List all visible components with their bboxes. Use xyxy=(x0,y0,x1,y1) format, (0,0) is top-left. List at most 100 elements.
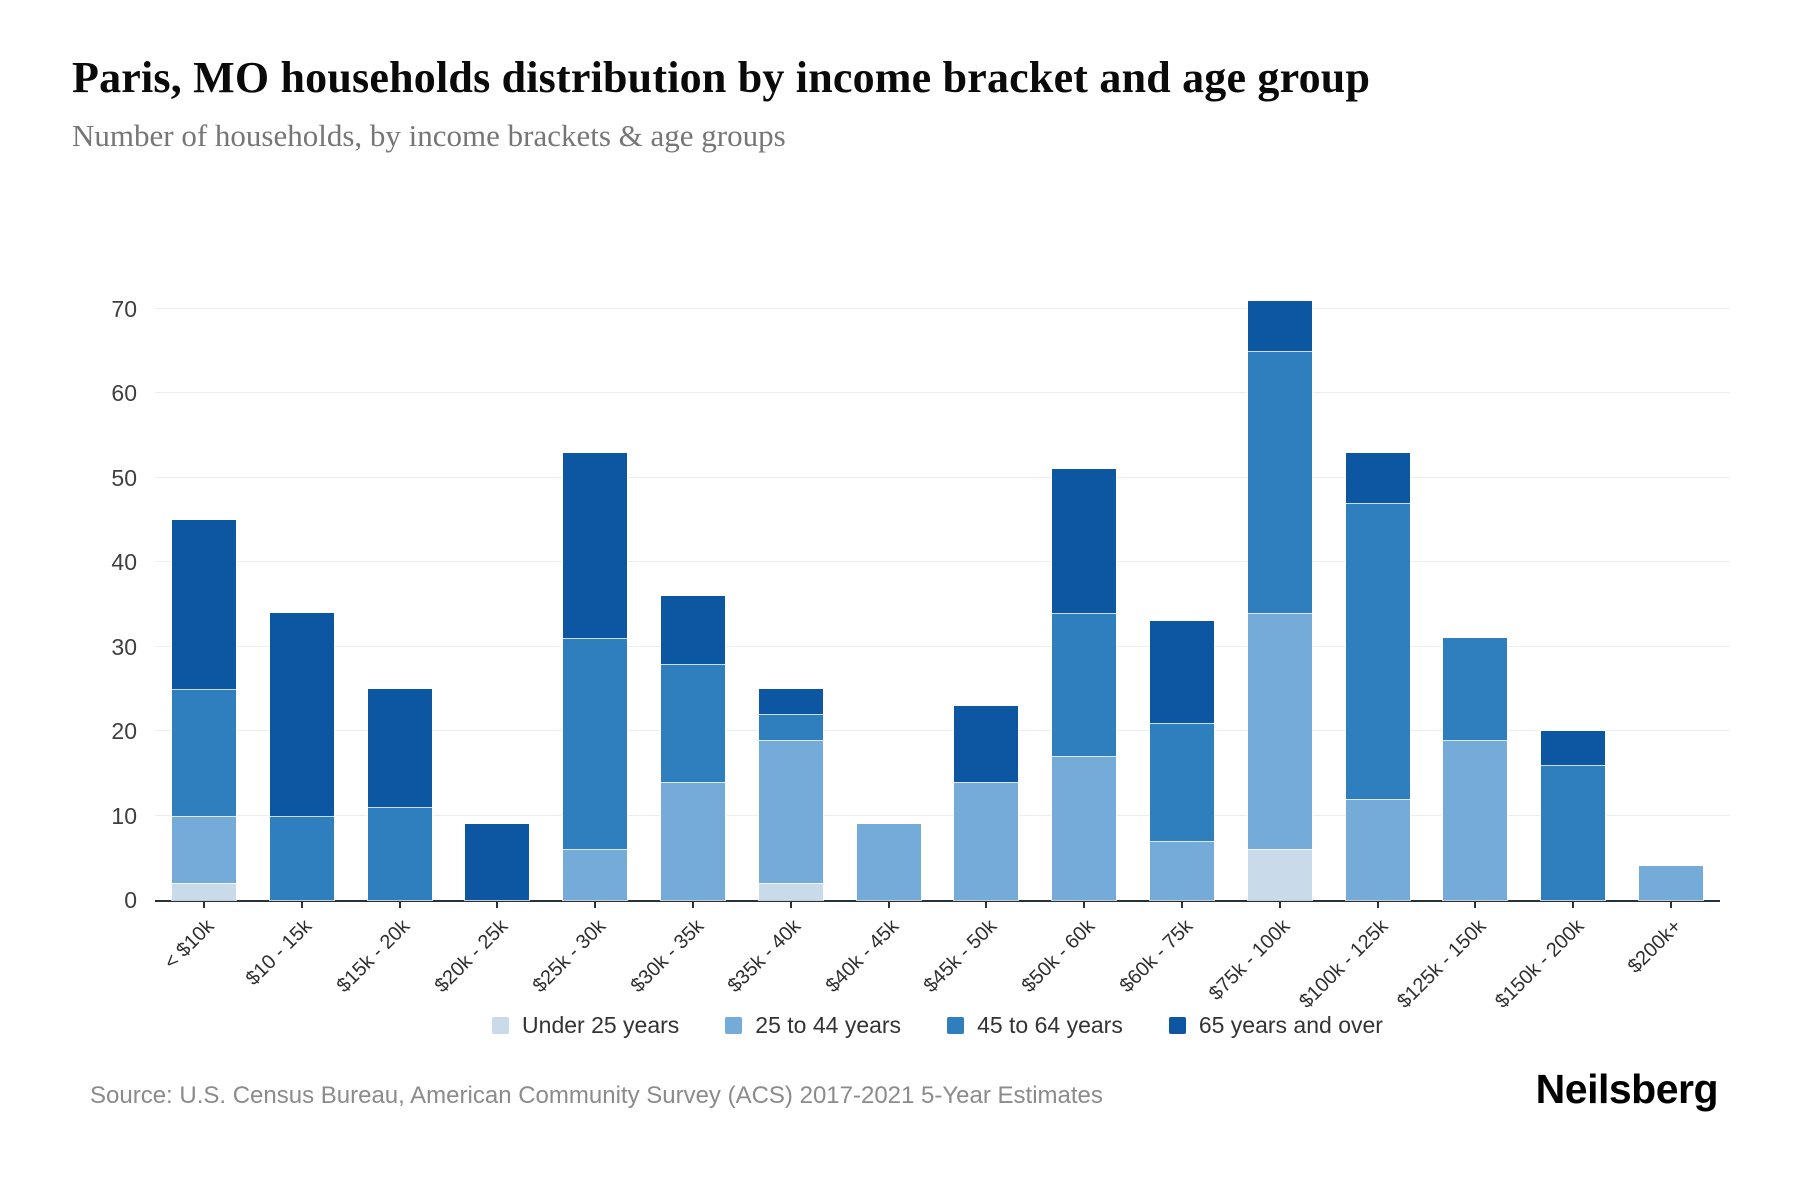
chart-title: Paris, MO households distribution by inc… xyxy=(72,53,1371,102)
bar-segment[interactable] xyxy=(366,687,433,809)
bar-segment[interactable] xyxy=(1540,730,1607,766)
bar-segment[interactable] xyxy=(170,814,237,885)
bar-segment[interactable] xyxy=(1051,468,1118,614)
legend-swatch-icon xyxy=(947,1017,965,1034)
gridline-y70 xyxy=(155,308,1730,309)
bar-segment[interactable] xyxy=(757,882,824,901)
y-axis-tick-label: 30 xyxy=(111,633,137,660)
legend-item[interactable]: 25 to 44 years xyxy=(725,1012,901,1039)
bar-segment[interactable] xyxy=(1051,611,1118,758)
neilsberg-logo: Neilsberg xyxy=(1535,1066,1719,1112)
bar-segment[interactable] xyxy=(1442,738,1509,902)
legend-item[interactable]: Under 25 years xyxy=(492,1012,679,1039)
x-axis-tick xyxy=(1278,900,1281,908)
x-axis-tick-label: $50k - 60k xyxy=(1017,915,1100,997)
gridline-y30 xyxy=(155,645,1730,647)
x-axis-tick-label: $35k - 40k xyxy=(724,915,806,997)
bar-segment[interactable] xyxy=(366,806,433,901)
x-axis-tick-label: $20k - 25k xyxy=(430,915,513,997)
legend-label: 65 years and over xyxy=(1198,1012,1383,1038)
y-axis-tick-label: 40 xyxy=(111,549,137,576)
legend-swatch-icon xyxy=(1168,1017,1186,1034)
x-axis-tick xyxy=(1376,900,1379,908)
x-axis-tick xyxy=(789,900,792,908)
legend-label: Under 25 years xyxy=(522,1012,680,1038)
x-axis-tick xyxy=(398,900,401,908)
bar-segment[interactable] xyxy=(757,713,824,741)
source-note: Source: U.S. Census Bureau, American Com… xyxy=(90,1082,1103,1109)
bar-segment[interactable] xyxy=(659,780,726,902)
x-axis-tick xyxy=(887,900,890,908)
bar-segment[interactable] xyxy=(170,687,237,817)
bar-segment[interactable] xyxy=(1344,451,1411,505)
x-axis-tick xyxy=(1083,900,1086,908)
y-axis-tick-label: 50 xyxy=(111,464,137,491)
bar-segment[interactable] xyxy=(1246,350,1313,614)
x-axis-tick-label: $15k - 20k xyxy=(332,915,415,997)
bar-segment[interactable] xyxy=(170,519,237,690)
bar-segment[interactable] xyxy=(562,637,629,851)
x-axis-tick-label: $60k - 75k xyxy=(1115,915,1197,997)
chart-subtitle: Number of households, by income brackets… xyxy=(72,118,786,153)
x-axis-tick-label: $125k - 150k xyxy=(1392,915,1491,1013)
x-axis-tick xyxy=(985,900,988,908)
bar-segment[interactable] xyxy=(1149,721,1216,842)
x-axis-tick xyxy=(300,900,303,908)
bar-segment[interactable] xyxy=(170,882,237,901)
bar-segment[interactable] xyxy=(1246,611,1313,851)
bar-segment[interactable] xyxy=(1246,848,1313,901)
x-axis-tick xyxy=(1572,900,1575,908)
bar-segment[interactable] xyxy=(268,814,335,902)
x-axis-tick-label: $100k - 125k xyxy=(1295,915,1393,1013)
bar-segment[interactable] xyxy=(1442,637,1509,741)
x-axis-tick xyxy=(691,900,694,908)
x-axis-tick-label: $150k - 200k xyxy=(1490,915,1589,1013)
x-axis-tick-label: $200k+ xyxy=(1623,915,1686,978)
legend-swatch-icon xyxy=(725,1017,743,1034)
legend-label: 45 to 64 years xyxy=(977,1012,1123,1038)
bar-segment[interactable] xyxy=(757,738,824,885)
bar-segment[interactable] xyxy=(1149,620,1216,724)
bar-segment[interactable] xyxy=(562,848,629,901)
x-axis-tick-label: $75k - 100k xyxy=(1205,915,1295,1005)
x-axis-tick xyxy=(1474,900,1477,908)
bar-segment[interactable] xyxy=(268,611,335,817)
y-axis-tick-label: 60 xyxy=(111,380,137,407)
y-axis-tick-label: 0 xyxy=(124,887,137,913)
gridline-y60 xyxy=(155,392,1730,394)
x-axis-tick-label: $25k - 30k xyxy=(528,915,611,997)
bar-segment[interactable] xyxy=(562,451,629,640)
bar-segment[interactable] xyxy=(1638,865,1705,901)
y-axis-tick-label: 20 xyxy=(111,718,137,745)
bar-segment[interactable] xyxy=(1344,502,1411,800)
bar-segment[interactable] xyxy=(855,823,922,901)
bar-segment[interactable] xyxy=(659,595,726,665)
bar-segment[interactable] xyxy=(953,704,1020,783)
legend-item[interactable]: 45 to 64 years xyxy=(947,1012,1123,1039)
y-axis-tick-label: 70 xyxy=(111,296,137,322)
bar-segment[interactable] xyxy=(1051,755,1118,901)
x-axis-tick-label: < $10k xyxy=(160,915,219,974)
x-axis-tick xyxy=(1181,900,1184,908)
x-axis-tick xyxy=(496,900,499,908)
bar-segment[interactable] xyxy=(1149,839,1216,902)
gridline-y40 xyxy=(155,561,1730,563)
bar-segment[interactable] xyxy=(1246,299,1313,353)
y-axis-tick-label: 10 xyxy=(111,802,137,829)
x-axis-tick-label: $10 - 15k xyxy=(242,915,317,990)
x-axis-tick-label: $30k - 35k xyxy=(626,915,708,997)
gridline-y20 xyxy=(155,730,1730,732)
x-axis-tick-label: $45k - 50k xyxy=(919,915,1002,997)
x-axis-tick xyxy=(1670,900,1673,908)
x-axis-tick-label: $40k - 45k xyxy=(821,915,904,997)
legend-item[interactable]: 65 years and over xyxy=(1168,1012,1383,1039)
x-axis-tick xyxy=(202,900,205,908)
x-axis-tick xyxy=(594,900,597,908)
bar-segment[interactable] xyxy=(1344,797,1411,902)
bar-segment[interactable] xyxy=(757,687,824,716)
bar-segment[interactable] xyxy=(659,662,726,783)
bar-segment[interactable] xyxy=(1540,763,1607,902)
bar-segment[interactable] xyxy=(953,780,1020,902)
legend-swatch-icon xyxy=(492,1017,510,1034)
bar-segment[interactable] xyxy=(464,823,531,901)
